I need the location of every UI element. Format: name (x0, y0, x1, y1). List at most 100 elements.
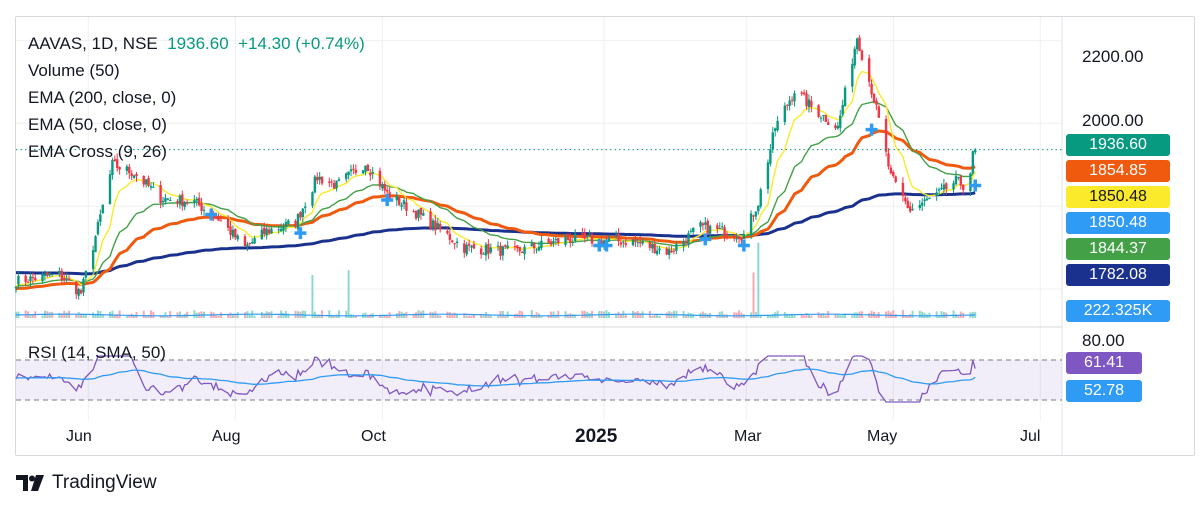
candle-body (166, 198, 170, 200)
volume-bar (316, 315, 319, 318)
tag-ema9: 1850.48 (1066, 186, 1170, 208)
volume-bar (354, 315, 357, 318)
candle-body (827, 122, 830, 125)
candle-body (807, 99, 811, 107)
candle-body (971, 151, 975, 174)
candle-body (335, 180, 338, 189)
volume-bar (918, 310, 921, 318)
candle-body (824, 115, 828, 122)
volume-bar (301, 310, 304, 318)
candle-body (79, 290, 83, 294)
candle-body (318, 176, 321, 180)
candle-body (867, 58, 871, 82)
legend-ema200[interactable]: EMA (200, close, 0) (28, 88, 177, 107)
candle-body (889, 167, 893, 174)
candle-body (851, 64, 854, 87)
legend-ema50[interactable]: EMA (50, close, 0) (28, 115, 167, 134)
candle-body (236, 235, 239, 240)
candle-body (974, 149, 977, 153)
volume-bar (236, 312, 239, 318)
candle-body (470, 245, 473, 248)
candle-body (535, 249, 538, 251)
volume-bar (383, 315, 386, 318)
candle-body (954, 176, 958, 185)
candle-body (246, 244, 249, 247)
candle-body (723, 227, 726, 237)
candle-body (371, 171, 374, 174)
volume-bar (803, 315, 806, 318)
candle-body (226, 219, 230, 228)
volume-bar (752, 272, 755, 318)
volume-bar (619, 314, 622, 318)
candle-body (287, 220, 290, 224)
legend-ema-cross[interactable]: EMA Cross (9, 26) (28, 142, 167, 161)
candle-body (887, 153, 890, 167)
candle-body (564, 236, 567, 245)
volume-bar (65, 312, 68, 318)
candle-body (790, 99, 794, 101)
volume-bar (817, 312, 820, 318)
candle-body (513, 246, 517, 248)
candle-body (152, 186, 155, 188)
rsi-ma-line (15, 368, 976, 387)
candle-body (414, 210, 418, 219)
volume-bar (733, 312, 736, 318)
volume-bar (113, 315, 116, 318)
candle-body (395, 195, 399, 201)
candle-body (684, 241, 688, 244)
candle-body (149, 186, 153, 188)
candle-body (82, 278, 85, 293)
volume-bar (523, 315, 526, 318)
volume-bar (282, 312, 285, 318)
candle-body (860, 50, 864, 60)
volume-bar (60, 313, 63, 318)
candle-body (347, 171, 350, 176)
volume-bar (448, 312, 451, 318)
candle-body (923, 199, 926, 202)
volume-bar (260, 311, 263, 318)
candle-body (417, 209, 420, 218)
volume-bar (311, 274, 314, 318)
candle-body (465, 244, 468, 255)
candle-body (749, 213, 753, 236)
volume-bar (227, 314, 230, 318)
candle-body (299, 212, 302, 218)
candle-body (130, 173, 133, 177)
candle-body (571, 241, 574, 243)
volume-bar (810, 315, 813, 318)
candle-body (742, 233, 746, 239)
tag-rsi-ma: 52.78 (1066, 380, 1142, 402)
candle-body (945, 183, 948, 190)
candle-body (737, 236, 741, 240)
volume-bar (550, 311, 553, 318)
candle-body (337, 179, 341, 181)
candle-body (125, 166, 129, 171)
candle-body (959, 176, 962, 186)
volume-bar (31, 314, 34, 318)
volume-bar (169, 311, 172, 318)
candle-body (937, 189, 941, 191)
volume-bar (465, 315, 468, 318)
candle-body (904, 197, 907, 202)
volume-bar (145, 314, 148, 318)
volume-bar (819, 313, 822, 318)
volume-bar (547, 314, 550, 318)
candle-body (836, 125, 840, 129)
volume-bar (942, 311, 945, 318)
price-tick-2000: 2000.00 (1082, 111, 1144, 130)
month-2025: 2025 (575, 426, 618, 447)
legend-volume[interactable]: Volume (50) (28, 61, 120, 80)
volume-bar (822, 313, 825, 318)
candle-body (935, 192, 938, 196)
volume-bar (352, 314, 355, 318)
tradingview-brand[interactable]: TradingView (16, 472, 157, 494)
candle-body (573, 233, 577, 241)
volume-bar (954, 314, 957, 318)
candle-body (501, 246, 505, 256)
candle-body (499, 245, 502, 256)
legend-rsi[interactable]: RSI (14, SMA, 50) (28, 343, 166, 362)
candle-body (961, 184, 965, 190)
candle-body (24, 275, 27, 283)
candle-body (144, 179, 148, 185)
